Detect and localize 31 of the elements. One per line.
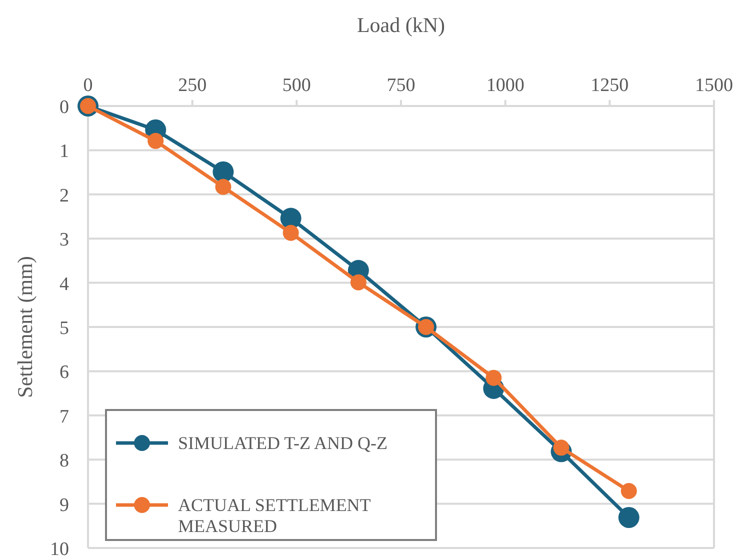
y-axis-title: Settlement (mm)	[13, 256, 37, 398]
y-tick-label: 0	[60, 97, 69, 118]
y-tick-label: 7	[60, 406, 69, 428]
point	[620, 482, 637, 499]
point	[282, 224, 299, 241]
x-tick-label: 250	[178, 75, 207, 96]
point	[350, 274, 366, 290]
x-tick-label: 500	[282, 75, 311, 96]
x-axis-title: Load (kN)	[356, 13, 446, 37]
y-tick-label: 2	[60, 185, 69, 206]
y-tick-label: 6	[60, 362, 69, 384]
y-tick-label: 4	[60, 274, 70, 295]
point	[148, 132, 164, 149]
x-tick-label: 750	[386, 75, 416, 96]
x-tick-label: 1000	[486, 75, 524, 96]
y-tick-label: 10	[50, 539, 69, 559]
y-tick-label: 9	[60, 494, 69, 516]
legend-label: SIMULATED T-Z AND Q-Z	[178, 433, 388, 453]
y-tick-label: 1	[60, 141, 69, 162]
point	[486, 370, 502, 386]
x-tick-label: 1250	[590, 75, 629, 96]
x-tick-label: 0	[83, 75, 93, 96]
point	[212, 161, 234, 182]
x-tick-label: 1500	[695, 75, 733, 96]
y-tick-label: 3	[60, 230, 69, 251]
point	[215, 178, 232, 195]
legend-label: ACTUAL SETTLEMENT MEASURED	[178, 495, 371, 536]
y-tick-label: 8	[60, 450, 69, 472]
y-tick-label: 5	[60, 318, 69, 339]
point	[280, 208, 302, 229]
point	[618, 507, 640, 528]
